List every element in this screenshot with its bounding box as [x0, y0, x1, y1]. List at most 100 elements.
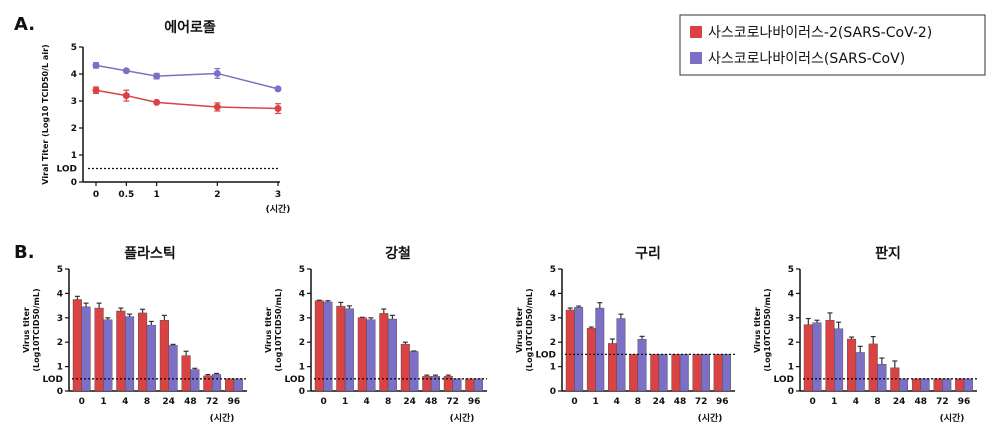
- chart-0: 에어로졸 0 1 2 3 4 5 LOD Viral Titer (Log10 TCID50/L…: [41, 19, 290, 215]
- x-tick-label: 48: [425, 397, 438, 407]
- bar-4-series-1: [855, 352, 865, 392]
- data-point: [92, 86, 100, 94]
- bar-96-series-1: [473, 378, 483, 392]
- data-point: [122, 67, 130, 75]
- x-tick-label: 24: [162, 397, 175, 407]
- bar-96-series-0: [225, 378, 235, 392]
- x-tick-label: 1: [342, 397, 348, 407]
- bar-96-series-0: [465, 378, 475, 392]
- y-tick-label: 1: [788, 363, 794, 373]
- y-tick-label: 5: [71, 43, 77, 53]
- y-tick-label: 4: [550, 289, 556, 299]
- bar-4-series-1: [366, 319, 376, 392]
- bar-24-series-1: [168, 345, 178, 392]
- y-tick-label: 2: [71, 124, 77, 134]
- bar-48-series-1: [430, 376, 440, 392]
- bar-24-series-1: [409, 351, 419, 392]
- bar-0-series-1: [574, 307, 584, 392]
- x-tick-label: 1: [100, 397, 106, 407]
- bar-24-series-0: [650, 354, 660, 392]
- x-tick-label: 4: [853, 397, 859, 407]
- bar-72-series-1: [942, 378, 952, 392]
- bar-96-series-0: [955, 378, 965, 392]
- x-tick-label: 2: [214, 190, 220, 200]
- x-tick-label: 8: [144, 397, 150, 407]
- bar-1-series-0: [825, 320, 835, 392]
- bar-1-series-1: [595, 307, 605, 392]
- bar-4-series-0: [608, 343, 617, 392]
- series-line-0: [95, 89, 279, 110]
- bar-72-series-1: [211, 374, 222, 392]
- bar-0-series-1: [323, 301, 333, 392]
- y-tick-label: 2: [788, 338, 794, 348]
- chart-2: 강철 0 1 2 3 4 5 LOD Virus titer (Log10TCID50/mL) 0 1…: [264, 245, 487, 424]
- bar-1-series-1: [103, 319, 113, 392]
- x-tick-label: 3: [275, 190, 281, 200]
- x-tick-label: 48: [915, 397, 928, 407]
- bar-48-series-0: [911, 378, 921, 392]
- lod-label: LOD: [56, 165, 77, 175]
- y-tick-label: 0: [550, 387, 556, 397]
- x-axis-label: (시간): [940, 412, 965, 424]
- x-tick-label: 72: [936, 397, 949, 407]
- bar-0-series-0: [803, 324, 813, 392]
- x-axis-label: (시간): [210, 412, 235, 424]
- x-tick-label: 24: [403, 397, 416, 407]
- bar-72-series-0: [933, 378, 943, 392]
- x-tick-label: 72: [695, 397, 708, 407]
- x-tick-label: 0: [93, 190, 99, 200]
- y-axis-label-unit: (Log10TCID50/mL): [525, 288, 534, 371]
- x-tick-label: 0: [79, 397, 85, 407]
- y-tick-label: 1: [550, 363, 556, 373]
- x-tick-label: 1: [154, 190, 160, 200]
- x-tick-label: 96: [468, 397, 481, 407]
- data-point: [122, 92, 130, 100]
- bar-24-series-1: [898, 378, 909, 392]
- y-tick-label: 1: [299, 363, 305, 373]
- bar-4-series-0: [847, 338, 857, 392]
- lod-label: LOD: [284, 375, 305, 385]
- lod-label: LOD: [535, 350, 556, 360]
- legend-swatch-sars-cov-2: [690, 26, 702, 38]
- y-axis-label: Viral Titer (Log10 TCID50/L air): [41, 44, 50, 184]
- bar-48-series-0: [181, 355, 191, 392]
- bar-8-series-1: [146, 324, 156, 392]
- bar-24-series-1: [658, 354, 668, 392]
- x-tick-label: 1: [831, 397, 837, 407]
- x-tick-label: 8: [874, 397, 880, 407]
- x-tick-label: 8: [635, 397, 641, 407]
- bar-24-series-0: [159, 320, 169, 392]
- data-point: [213, 103, 221, 111]
- y-tick-label: 3: [788, 314, 794, 324]
- y-axis-label: Virus titer: [515, 307, 524, 353]
- legend-label-sars-cov-2: 사스코로나바이러스-2(SARS-CoV-2): [708, 25, 932, 41]
- y-tick-label: 4: [71, 70, 77, 80]
- x-tick-label: 8: [385, 397, 391, 407]
- x-tick-label: 24: [893, 397, 906, 407]
- chart-3: 구리 0 1 2 3 4 5 LOD Virus titer (Log10TCID50/mL) 0 1…: [515, 246, 735, 424]
- y-tick-label: 3: [299, 314, 305, 324]
- y-tick-label: 1: [71, 151, 77, 161]
- bar-8-series-0: [868, 343, 878, 392]
- chart-title: 에어로졸: [164, 19, 216, 36]
- y-tick-label: 4: [788, 289, 794, 299]
- lod-label: LOD: [773, 375, 794, 385]
- y-axis-label: Virus titer: [22, 307, 31, 353]
- bar-96-series-1: [963, 378, 973, 392]
- series-line-1: [95, 64, 279, 90]
- x-tick-label: 4: [122, 397, 128, 407]
- x-axis-label: (시간): [266, 203, 291, 215]
- x-tick-label: 96: [958, 397, 971, 407]
- chart-4: 판지 0 1 2 3 4 5 LOD Virus titer (Log10TCID50/mL) 0 1…: [753, 246, 977, 424]
- y-tick-label: 4: [299, 289, 305, 299]
- y-tick-label: 0: [57, 387, 63, 397]
- panel-label-b: B.: [14, 242, 35, 263]
- bar-8-series-1: [877, 363, 887, 392]
- bar-48-series-1: [920, 378, 930, 392]
- chart-title: 판지: [875, 246, 901, 262]
- y-tick-label: 2: [299, 338, 305, 348]
- x-tick-label: 96: [228, 397, 241, 407]
- bar-24-series-0: [400, 343, 410, 392]
- bar-72-series-0: [203, 375, 213, 392]
